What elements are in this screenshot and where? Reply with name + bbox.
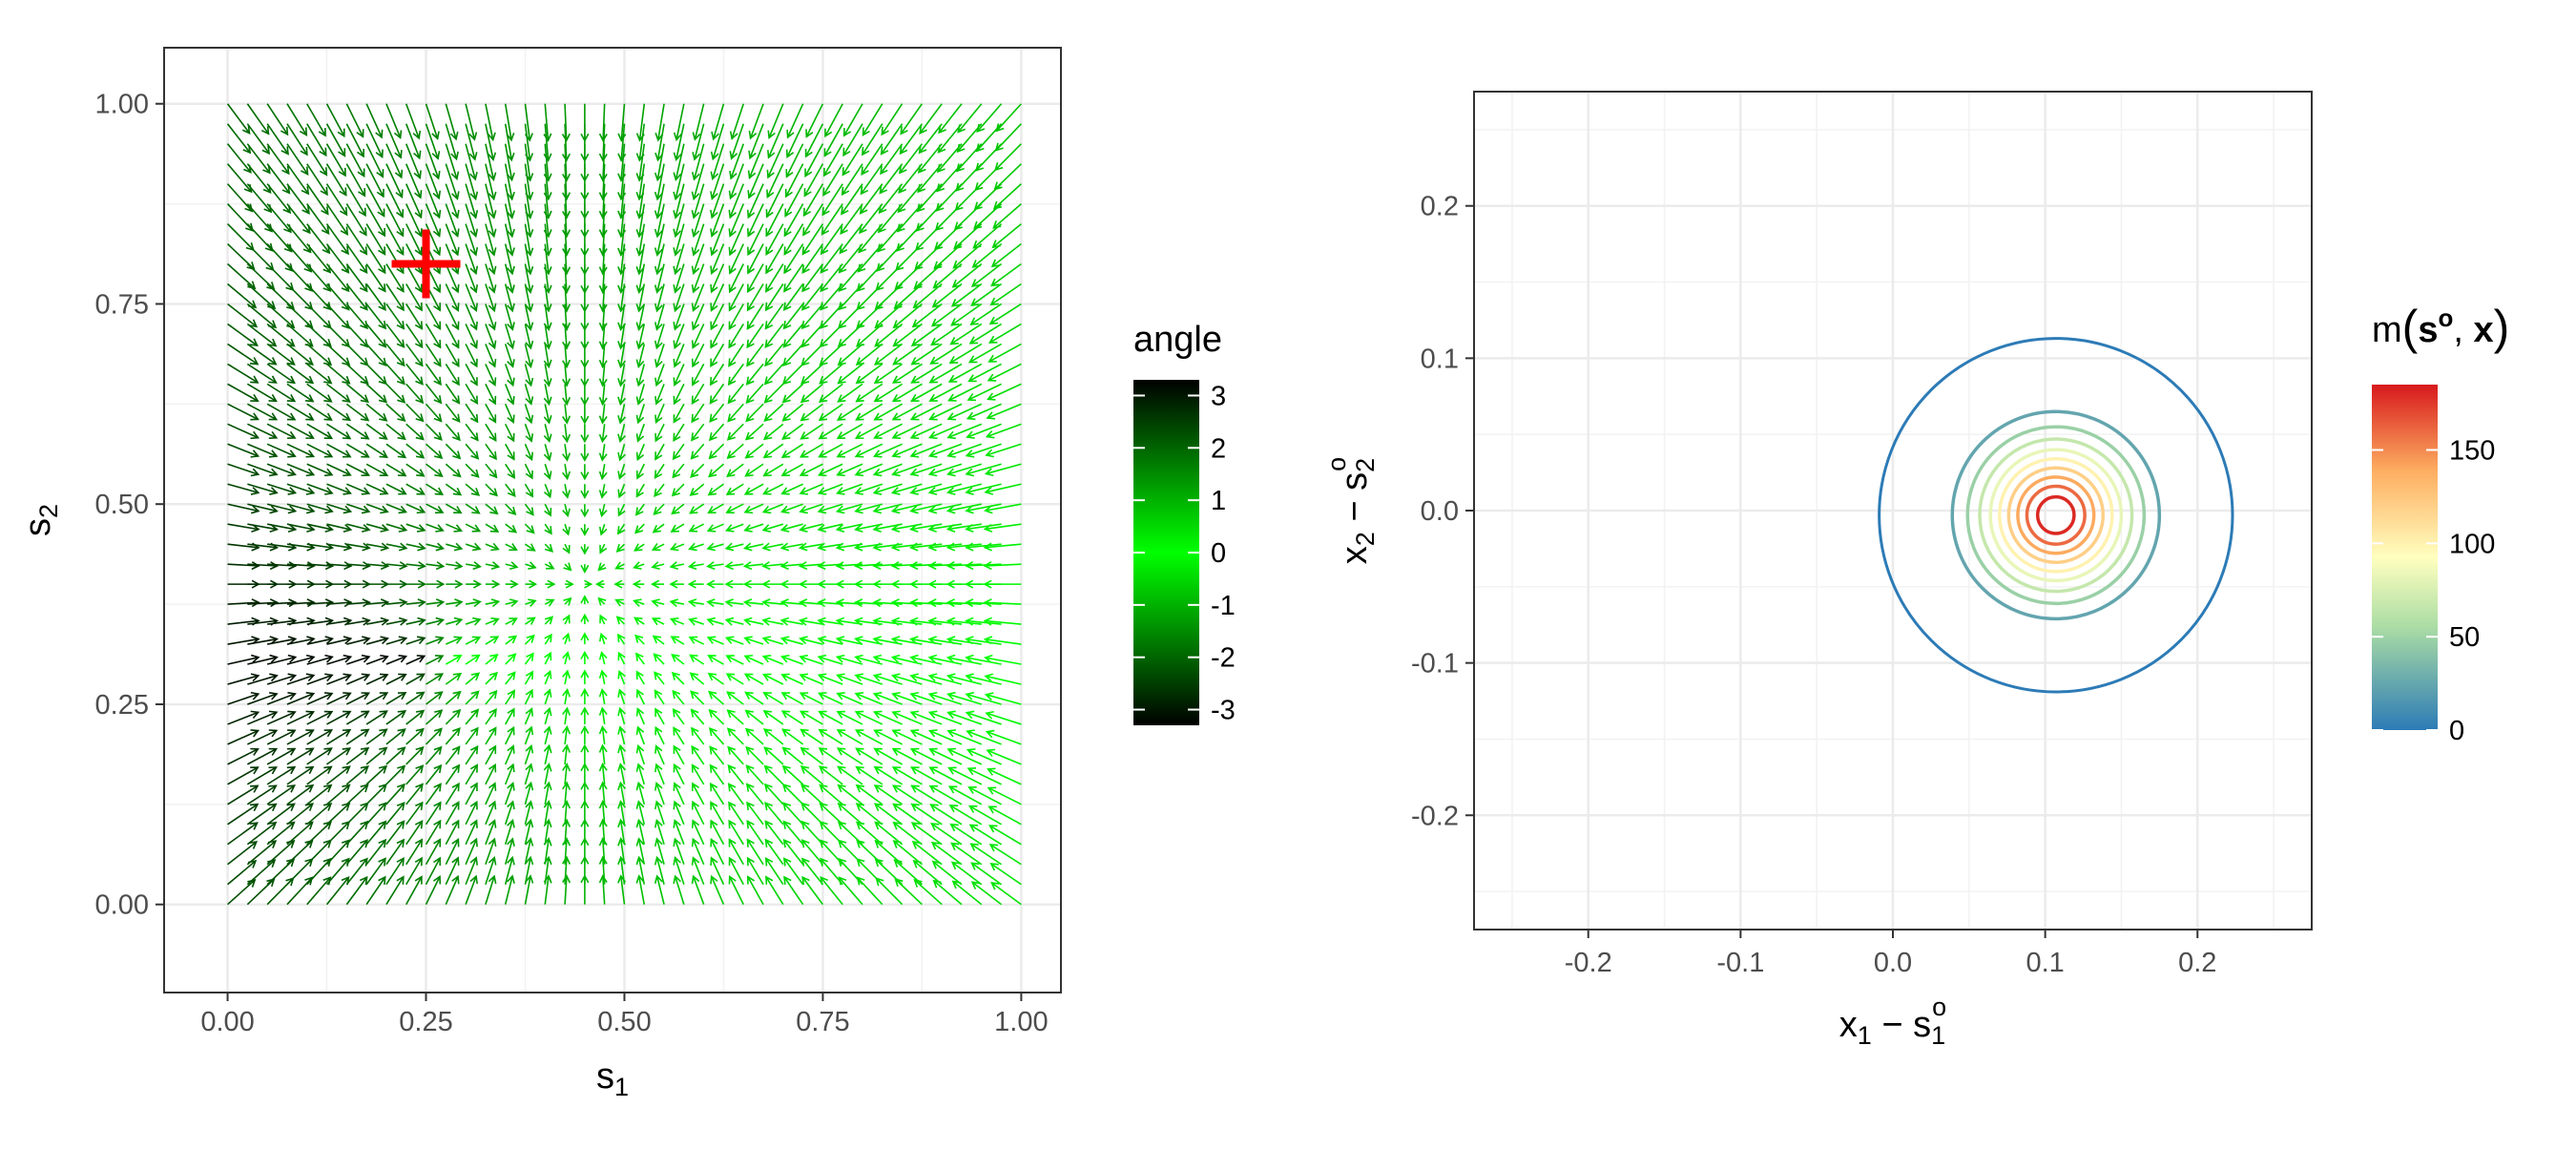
quiver-plot-background xyxy=(164,48,1061,993)
